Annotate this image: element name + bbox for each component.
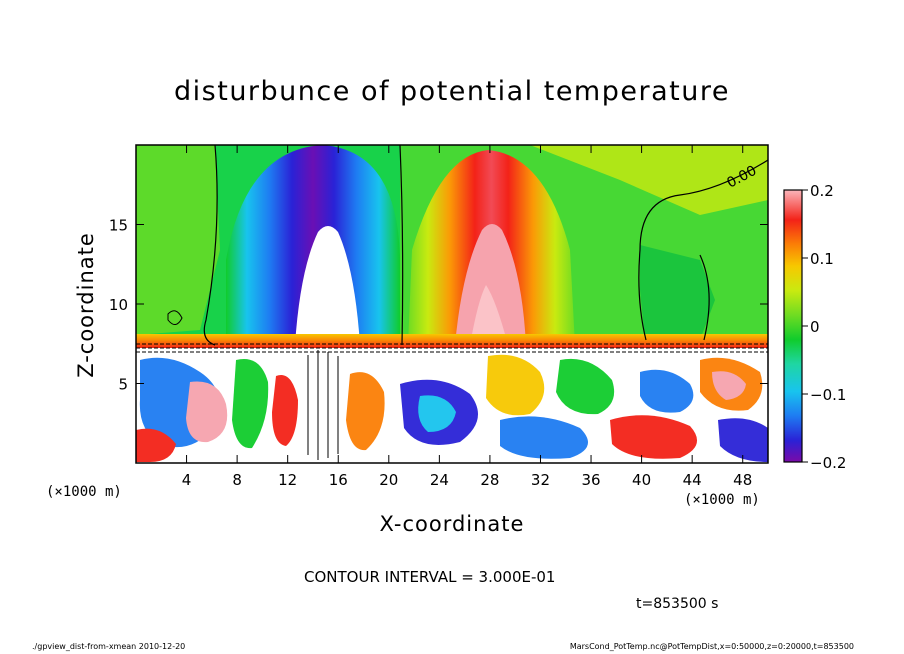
y-tick-label: 5 xyxy=(118,376,128,394)
x-tick-label: 24 xyxy=(430,471,449,489)
colorbar-tick-label: 0.1 xyxy=(810,250,834,268)
y-tick-label: 15 xyxy=(109,217,128,235)
footer-left: ./gpview_dist-from-xmean 2010-12-20 xyxy=(32,642,186,651)
y-unit-label: (×1000 m) xyxy=(46,484,122,500)
chart-title: disturbunce of potential temperature xyxy=(174,76,730,107)
x-tick-label: 36 xyxy=(581,471,600,489)
contour-interval: CONTOUR INTERVAL = 3.000E-01 xyxy=(304,568,556,586)
x-tick-label: 20 xyxy=(379,471,398,489)
x-tick-label: 16 xyxy=(329,471,348,489)
x-tick-label: 48 xyxy=(733,471,752,489)
colorbar-ticks: 0.2 0.1 0 −0.1 −0.2 xyxy=(802,182,846,472)
x-tick-label: 4 xyxy=(182,471,192,489)
x-tick-label: 8 xyxy=(232,471,242,489)
x-tick-label: 32 xyxy=(531,471,550,489)
x-tick-label: 44 xyxy=(683,471,702,489)
colorbar-tick-label: 0 xyxy=(810,318,820,336)
x-axis-label: X-coordinate xyxy=(379,512,525,536)
y-tick-label: 10 xyxy=(109,296,128,314)
colorbar-tick-label: −0.1 xyxy=(810,386,846,404)
x-tick-label: 40 xyxy=(632,471,651,489)
heatmap-field xyxy=(136,145,768,463)
x-tick-label: 28 xyxy=(480,471,499,489)
y-axis: 5 10 15 xyxy=(109,217,768,394)
x-unit-label: (×1000 m) xyxy=(684,492,760,508)
colorbar xyxy=(784,190,802,462)
colorbar-tick-label: −0.2 xyxy=(810,454,846,472)
y-axis-label: Z-coordinate xyxy=(74,232,98,378)
x-tick-label: 12 xyxy=(278,471,297,489)
footer-right: MarsCond_PotTemp.nc@PotTempDist,x=0:5000… xyxy=(569,642,854,651)
colorbar-tick-label: 0.2 xyxy=(810,182,834,200)
x-axis: 4 8 12 16 20 24 28 32 36 40 44 48 xyxy=(182,145,752,489)
time-label: t=853500 s xyxy=(636,596,719,612)
